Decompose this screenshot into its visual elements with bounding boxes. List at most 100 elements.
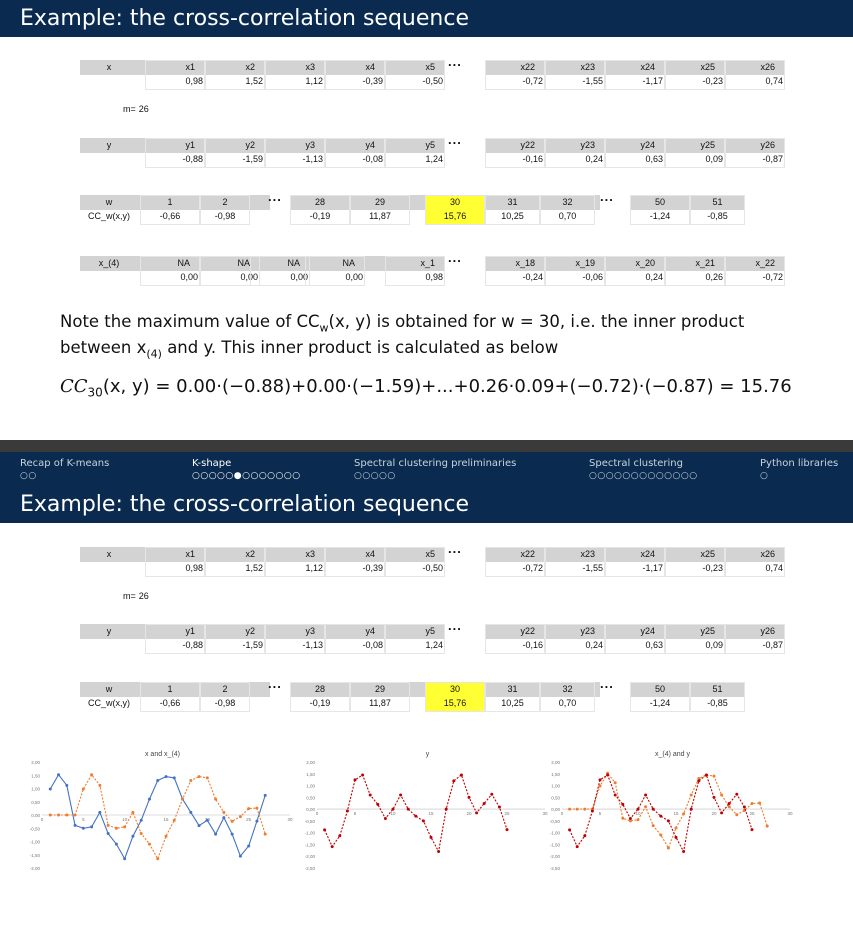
slide-1: Example: the cross-correlation sequence … <box>0 0 853 440</box>
ellipsis: ... <box>448 618 462 633</box>
nav-section-kshape[interactable]: K-shape ○○○○○●○○○○○○○ <box>192 458 301 482</box>
cell-border <box>350 682 410 712</box>
column-header: 31 <box>507 684 518 694</box>
data-point <box>437 850 441 854</box>
column-header: 1 <box>167 197 173 207</box>
m-value: 26 <box>138 591 149 601</box>
column-header: x2 <box>245 549 255 559</box>
nav-section-label: Spectral clustering preliminaries <box>354 458 517 469</box>
cell-value: -1,13 <box>302 640 323 650</box>
data-point <box>674 826 678 830</box>
cell-value: 0,63 <box>645 640 663 650</box>
data-point <box>106 832 110 836</box>
cell-border <box>325 60 385 90</box>
x-tick-label: 0 <box>561 811 564 816</box>
nav-section-spectral-prelim[interactable]: Spectral clustering preliminaries ○○○○○ <box>354 458 516 482</box>
cell-border <box>205 547 265 577</box>
series-line-1 <box>569 774 753 854</box>
chart-y: y 2,00 1,50 1,00 0,50 0,00 -0,50 -1,00 -1,50 -2,0… <box>305 748 550 878</box>
cell-value: 1,24 <box>425 640 443 650</box>
table-header-band <box>80 256 445 271</box>
y-tick-label: 2,00 <box>306 760 315 765</box>
data-point <box>57 773 61 777</box>
data-point <box>57 813 61 817</box>
column-header: x2 <box>245 62 255 72</box>
data-point <box>238 815 242 819</box>
nav-section-dots: ○○ <box>20 471 37 481</box>
note-line-1: Note the maximum value of CCw(x, y) is o… <box>60 310 744 340</box>
cell-value: -0,88 <box>182 640 203 650</box>
m-label: m= 26 <box>123 104 149 114</box>
cell-border <box>630 195 690 225</box>
column-header: x3 <box>305 62 315 72</box>
equation-lhs: CC <box>60 376 88 397</box>
column-header: x5 <box>425 62 435 72</box>
column-header: x24 <box>640 549 655 559</box>
cell-border <box>545 60 605 90</box>
column-header: x_20 <box>635 258 655 268</box>
data-point <box>682 850 686 854</box>
cell-border <box>690 682 745 712</box>
row-label-2: CC_w(x,y) <box>88 698 130 708</box>
table-x4: x_(4) NA 0,00 NA 0,00 NA 0,00 NA 0,00 x_1 0,98 x_18… <box>0 250 853 296</box>
row-label: w <box>105 197 113 207</box>
cell-value: -0,19 <box>309 698 331 708</box>
column-header: y4 <box>365 140 375 150</box>
y-tick-label: -2,00 <box>305 854 315 859</box>
column-header: y3 <box>305 626 315 636</box>
cell-border <box>305 256 365 286</box>
cell-value: 0,98 <box>185 76 203 86</box>
cell-border <box>200 256 260 286</box>
x-tick-label: 20 <box>466 811 472 816</box>
cell-value: -0,08 <box>362 154 383 164</box>
y-tick-label: 1,50 <box>306 772 315 777</box>
cell-border <box>665 256 725 286</box>
cell-border <box>265 138 325 168</box>
column-header: 31 <box>507 197 518 207</box>
series-line-1 <box>50 773 266 861</box>
cell-border <box>605 256 665 286</box>
cell-value: 0,24 <box>645 272 663 282</box>
slide-separator <box>0 440 853 452</box>
cell-border <box>200 682 250 712</box>
column-header: x26 <box>760 549 775 559</box>
cell-value: -0,88 <box>182 154 203 164</box>
note-text-d: and y. This inner product is calculated … <box>161 338 559 357</box>
column-header: x25 <box>700 62 715 72</box>
nav-section-python[interactable]: Python libraries ○ <box>760 458 838 482</box>
data-point <box>345 809 349 813</box>
data-point <box>131 834 135 838</box>
column-header: y1 <box>185 626 195 636</box>
nav-section-spectral[interactable]: Spectral clustering ○○○○○○○○○○○○○ <box>589 458 698 482</box>
data-point <box>606 773 610 777</box>
data-point <box>704 773 708 777</box>
nav-section-recap[interactable]: Recap of K-means ○○ <box>20 458 109 482</box>
data-point <box>164 834 168 838</box>
data-point <box>712 774 716 778</box>
equation-rhs: (x, y) = 0.00·(−0.88)+0.00·(−1.59)+...+0… <box>102 376 792 397</box>
cell-value: 11,87 <box>369 698 391 708</box>
data-point <box>197 824 201 828</box>
column-header: y22 <box>520 140 535 150</box>
data-point <box>383 817 387 821</box>
data-point <box>189 779 193 783</box>
cell-border <box>290 682 350 712</box>
data-point <box>590 809 594 813</box>
ellipsis: ... <box>448 250 462 265</box>
cell-value: 1,24 <box>425 154 443 164</box>
cell-value: -0,72 <box>522 563 543 573</box>
data-point <box>575 807 579 811</box>
data-point <box>48 787 52 791</box>
data-point <box>758 801 762 805</box>
column-header: 28 <box>314 684 325 694</box>
x-tick-label: 25 <box>504 811 510 816</box>
table-header-band <box>630 682 745 697</box>
x-tick-label: 15 <box>673 811 679 816</box>
cell-value: 10,25 <box>501 211 524 221</box>
x-tick-label: 5 <box>354 811 357 816</box>
data-point <box>505 828 509 832</box>
cell-border <box>265 547 325 577</box>
column-header: x22 <box>520 62 535 72</box>
data-point <box>131 810 135 814</box>
data-point <box>361 773 365 777</box>
